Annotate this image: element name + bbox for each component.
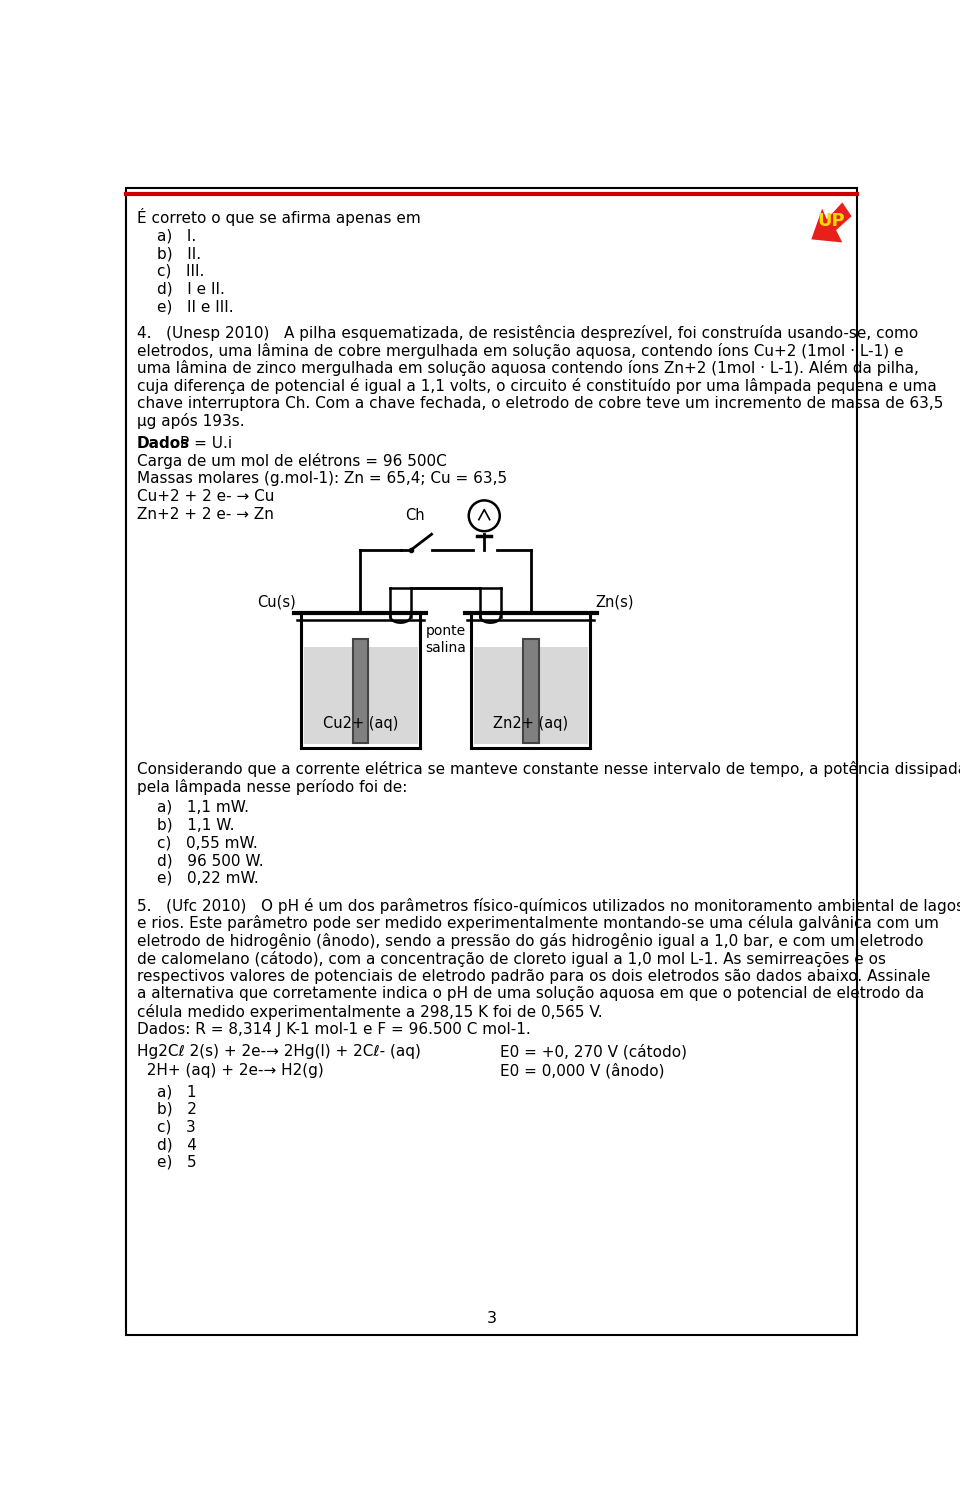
- Text: Zn2+ (aq): Zn2+ (aq): [493, 716, 568, 731]
- Text: Ch: Ch: [405, 508, 424, 523]
- Text: a)   I.: a) I.: [157, 229, 197, 244]
- Text: Dados: Dados: [137, 436, 190, 451]
- Polygon shape: [811, 202, 852, 243]
- Text: e)   5: e) 5: [157, 1154, 197, 1169]
- Text: eletrodo de hidrogênio (ânodo), sendo a pressão do gás hidrogênio igual a 1,0 ba: eletrodo de hidrogênio (ânodo), sendo a …: [137, 933, 924, 949]
- Circle shape: [468, 500, 500, 530]
- Text: c)   III.: c) III.: [157, 264, 204, 279]
- Bar: [474, 648, 588, 744]
- Text: d)   I e II.: d) I e II.: [157, 282, 225, 297]
- Bar: [352, 639, 368, 743]
- Text: Cu(s): Cu(s): [257, 595, 296, 610]
- Text: Dados: R = 8,314 J K-1 mol-1 e F = 96.500 C mol-1.: Dados: R = 8,314 J K-1 mol-1 e F = 96.50…: [137, 1022, 531, 1037]
- Text: 3: 3: [487, 1311, 497, 1326]
- Text: c)   0,55 mW.: c) 0,55 mW.: [157, 835, 258, 850]
- Text: μg após 193s.: μg após 193s.: [137, 413, 245, 429]
- Text: 5.   (Ufc 2010)   O pH é um dos parâmetros físico-químicos utilizados no monitor: 5. (Ufc 2010) O pH é um dos parâmetros f…: [137, 898, 960, 913]
- Text: : P = U.i: : P = U.i: [170, 436, 231, 451]
- Text: pela lâmpada nesse período foi de:: pela lâmpada nesse período foi de:: [137, 779, 407, 796]
- Text: e rios. Este parâmetro pode ser medido experimentalmente montando-se uma célula : e rios. Este parâmetro pode ser medido e…: [137, 915, 939, 931]
- Bar: [303, 648, 418, 744]
- Text: E0 = 0,000 V (ânodo): E0 = 0,000 V (ânodo): [500, 1064, 664, 1079]
- Text: d)   96 500 W.: d) 96 500 W.: [157, 853, 264, 868]
- Text: Zn(s): Zn(s): [595, 595, 634, 610]
- Text: Zn+2 + 2 e- → Zn: Zn+2 + 2 e- → Zn: [137, 506, 274, 521]
- Text: b)   II.: b) II.: [157, 246, 202, 261]
- Text: É correto o que se afirma apenas em: É correto o que se afirma apenas em: [137, 208, 420, 226]
- Text: Massas molares (g.mol-1): Zn = 65,4; Cu = 63,5: Massas molares (g.mol-1): Zn = 65,4; Cu …: [137, 472, 507, 487]
- Text: Considerando que a corrente elétrica se manteve constante nesse intervalo de tem: Considerando que a corrente elétrica se …: [137, 761, 960, 778]
- Text: a)   1: a) 1: [157, 1084, 197, 1099]
- Text: a)   1,1 mW.: a) 1,1 mW.: [157, 800, 250, 815]
- Text: uma lâmina de zinco mergulhada em solução aquosa contendo íons Zn+2 (1mol · L-1): uma lâmina de zinco mergulhada em soluçã…: [137, 360, 919, 377]
- Text: célula medido experimentalmente a 298,15 K foi de 0,565 V.: célula medido experimentalmente a 298,15…: [137, 1004, 603, 1020]
- Bar: [523, 639, 539, 743]
- Text: chave interruptora Ch. Com a chave fechada, o eletrodo de cobre teve um incremen: chave interruptora Ch. Com a chave fecha…: [137, 396, 944, 411]
- Text: Carga de um mol de elétrons = 96 500C: Carga de um mol de elétrons = 96 500C: [137, 454, 446, 469]
- Text: UP: UP: [818, 212, 845, 231]
- Text: b)   2: b) 2: [157, 1102, 197, 1117]
- Text: E0 = +0, 270 V (cátodo): E0 = +0, 270 V (cátodo): [500, 1044, 686, 1059]
- Text: 2H+ (aq) + 2e-→ H2(g): 2H+ (aq) + 2e-→ H2(g): [137, 1064, 324, 1079]
- Text: respectivos valores de potenciais de eletrodo padrão para os dois eletrodos são : respectivos valores de potenciais de ele…: [137, 969, 930, 984]
- Text: 4.   (Unesp 2010)   A pilha esquematizada, de resistência desprezível, foi const: 4. (Unesp 2010) A pilha esquematizada, d…: [137, 326, 919, 341]
- Text: cuja diferença de potencial é igual a 1,1 volts, o circuito é constituído por um: cuja diferença de potencial é igual a 1,…: [137, 378, 937, 393]
- Text: e)   II e III.: e) II e III.: [157, 300, 234, 315]
- Text: c)   3: c) 3: [157, 1120, 196, 1135]
- Text: de calomelano (cátodo), com a concentração de cloreto igual a 1,0 mol L-1. As se: de calomelano (cátodo), com a concentraç…: [137, 951, 886, 967]
- Text: Hg2Cℓ 2(s) + 2e-→ 2Hg(l) + 2Cℓ- (aq): Hg2Cℓ 2(s) + 2e-→ 2Hg(l) + 2Cℓ- (aq): [137, 1044, 420, 1059]
- Text: b)   1,1 W.: b) 1,1 W.: [157, 818, 234, 833]
- Text: d)   4: d) 4: [157, 1138, 197, 1153]
- Text: ponte
salina: ponte salina: [425, 624, 466, 654]
- Text: e)   0,22 mW.: e) 0,22 mW.: [157, 871, 259, 886]
- Text: Cu2+ (aq): Cu2+ (aq): [323, 716, 398, 731]
- Text: Cu+2 + 2 e- → Cu: Cu+2 + 2 e- → Cu: [137, 488, 275, 503]
- Text: a alternativa que corretamente indica o pH de uma solução aquosa em que o potenc: a alternativa que corretamente indica o …: [137, 986, 924, 1001]
- Text: eletrodos, uma lâmina de cobre mergulhada em solução aquosa, contendo íons Cu+2 : eletrodos, uma lâmina de cobre mergulhad…: [137, 342, 903, 359]
